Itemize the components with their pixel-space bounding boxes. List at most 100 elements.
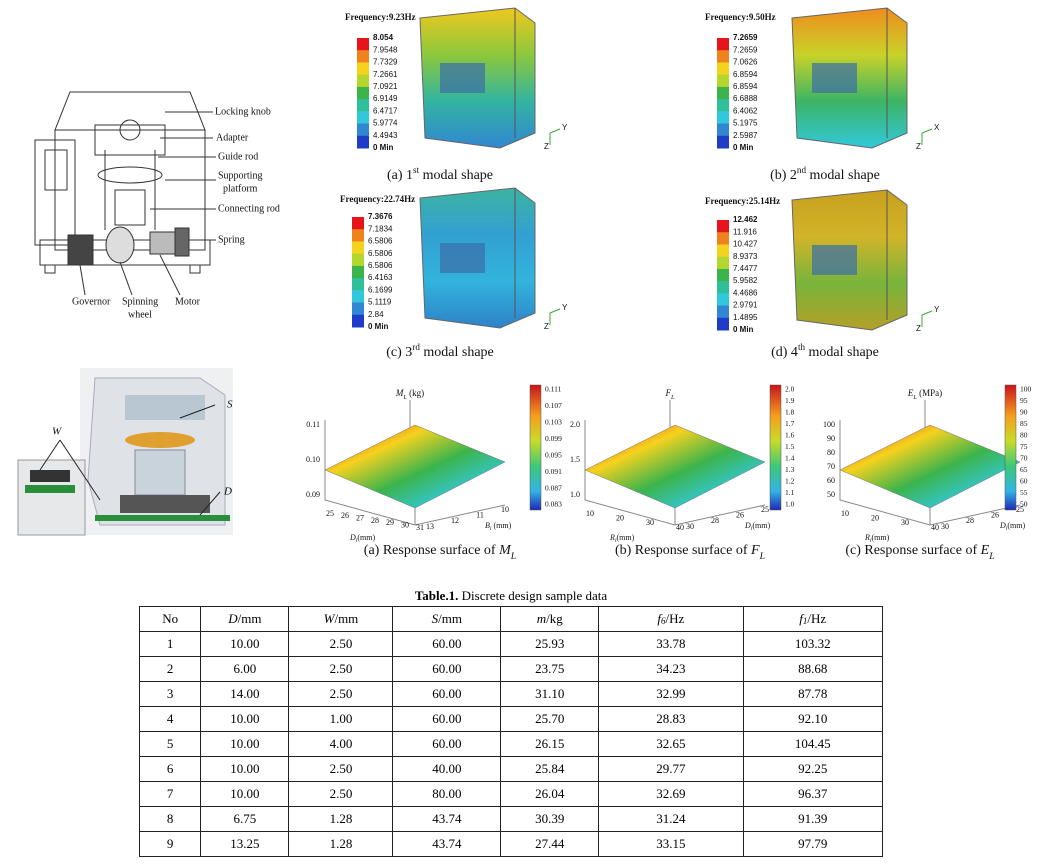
legend-label: 7.2659	[733, 45, 758, 54]
caption-superscript: th	[798, 342, 806, 352]
table-cell: 29.77	[598, 756, 744, 782]
z-axis-label: ML (kg)	[395, 388, 424, 401]
response-surface	[584, 424, 766, 509]
table-cell: 60.00	[392, 731, 502, 757]
column-header: S/mm	[392, 606, 502, 632]
table-cell: 91.39	[742, 806, 883, 832]
y-tick-label: 26	[736, 510, 744, 519]
colorbar-label: 0.091	[545, 467, 562, 476]
axis-letter: X	[934, 123, 940, 132]
table-cell: 2	[138, 656, 202, 682]
part-label: Spinning	[122, 296, 158, 307]
y-tick-label: 28	[966, 516, 974, 525]
table-cell: 1.28	[288, 806, 394, 832]
colorbar-band	[352, 241, 364, 255]
legend-label: 0 Min	[733, 143, 754, 152]
symbol: D	[744, 521, 751, 530]
caption-prefix: (b) 2	[770, 168, 797, 183]
x-tick-label: 30	[401, 520, 409, 529]
response-surface	[324, 424, 506, 509]
colorbar-label: 1.6	[785, 431, 795, 440]
table-cell: 60.00	[392, 681, 502, 707]
legend-label: 7.1834	[368, 224, 393, 233]
legend-label: 2.84	[368, 310, 384, 319]
x-tick-label: 40	[676, 523, 684, 532]
caption-suffix: modal shape	[806, 168, 880, 183]
table-cell: 2.50	[288, 781, 394, 807]
z-axis-label: FL	[664, 388, 675, 401]
subscript: L	[670, 394, 675, 401]
table-cell: 5	[138, 731, 202, 757]
table-cell: 6	[138, 756, 202, 782]
schematic-drawing	[34, 91, 216, 296]
table-cell: 34.23	[598, 656, 744, 682]
column-header: D/mm	[200, 606, 290, 632]
legend-label: 6.4062	[733, 106, 758, 115]
colorbar-band	[717, 281, 729, 294]
colorbar-band	[717, 38, 729, 51]
caption-prefix: (a) 1	[387, 168, 413, 183]
caption-text: (a) Response surface of	[364, 543, 499, 558]
colorbar-label: 0.095	[545, 450, 562, 459]
column-header: m/kg	[500, 606, 600, 632]
table-cell: 87.78	[742, 681, 883, 707]
colorbar-band	[717, 111, 729, 125]
y-axis-label: Dl(mm)	[744, 521, 770, 532]
y-tick-label: 25	[1016, 505, 1024, 514]
table-cell: 104.45	[742, 731, 883, 757]
colorbar-band	[717, 99, 729, 112]
data-table: No D/mm W/mm S/mm m/kg f6/Hz f1/Hz 1 10.00 2.50 60…	[138, 606, 883, 857]
legend-label: 6.6888	[733, 94, 758, 103]
subscript: L	[510, 551, 516, 562]
legend-label: 12.462	[733, 215, 758, 224]
header-subscript: 1	[802, 616, 808, 626]
table-cell: 60.00	[392, 706, 502, 732]
table-cell: 26.04	[500, 781, 600, 807]
caption-suffix: modal shape	[419, 168, 493, 183]
modal-panel: Frequency:22.74Hz 7.3676 7.1834 6.5806 6.580…	[340, 187, 568, 360]
y-tick-label: 10	[501, 505, 509, 514]
colorbar-label: 1.2	[785, 477, 795, 486]
colorbar-band	[357, 99, 369, 112]
header-unit: /Hz	[665, 611, 685, 626]
z-tick-label: 1.5	[570, 455, 580, 464]
x-tick-label: 40	[931, 523, 939, 532]
symbol: D	[349, 533, 356, 542]
caption: (a) Response surface of ML	[364, 543, 516, 562]
legend-label: 6.9149	[373, 94, 398, 103]
colorbar-label: 1.9	[785, 396, 795, 405]
colorbar	[769, 384, 782, 511]
z-tick-label: 1.0	[570, 490, 580, 499]
table-row: 1 10.00 2.50 60.00 25.93 33.78 103.32	[138, 631, 883, 657]
colorbar-label: 65	[1020, 465, 1028, 474]
header-row: No D/mm W/mm S/mm m/kg f6/Hz f1/Hz	[138, 606, 883, 632]
colorbar-label: 1.4	[785, 454, 795, 463]
table-cell: 32.99	[598, 681, 744, 707]
legend-label: 6.4717	[373, 106, 398, 115]
colorbar-band	[717, 268, 729, 282]
unit: (kg)	[407, 388, 424, 398]
colorbar-band	[717, 244, 729, 258]
x-tick-label: 28	[371, 516, 379, 525]
table-cell: 43.74	[392, 831, 502, 857]
colorbar-label: 1.1	[785, 488, 795, 497]
legend-label: 5.9774	[373, 119, 398, 128]
frequency-label: Frequency:9.23Hz	[345, 12, 416, 22]
dimension-label: S	[227, 399, 233, 411]
table-cell: 80.00	[392, 781, 502, 807]
y-tick-label: 25	[761, 505, 769, 514]
table-row: 2 6.00 2.50 60.00 23.75 34.23 88.68	[138, 656, 883, 682]
modal-window	[440, 243, 485, 273]
table-cell: 10.00	[200, 756, 290, 782]
part-label: Connecting rod	[218, 203, 280, 214]
legend-label: 7.3676	[368, 212, 393, 221]
colorbar-label: 95	[1020, 396, 1028, 405]
modal-panel: Frequency:9.50Hz 7.2659 7.2659 7.0626 6.8594…	[705, 7, 940, 183]
legend-label: 10.427	[733, 240, 758, 249]
caption-prefix: (d) 4	[771, 345, 798, 360]
y-tick-label: 26	[991, 510, 999, 519]
table-cell: 10.00	[200, 781, 290, 807]
unit: (mm)	[357, 533, 375, 542]
legend-label: 8.9373	[733, 252, 758, 261]
